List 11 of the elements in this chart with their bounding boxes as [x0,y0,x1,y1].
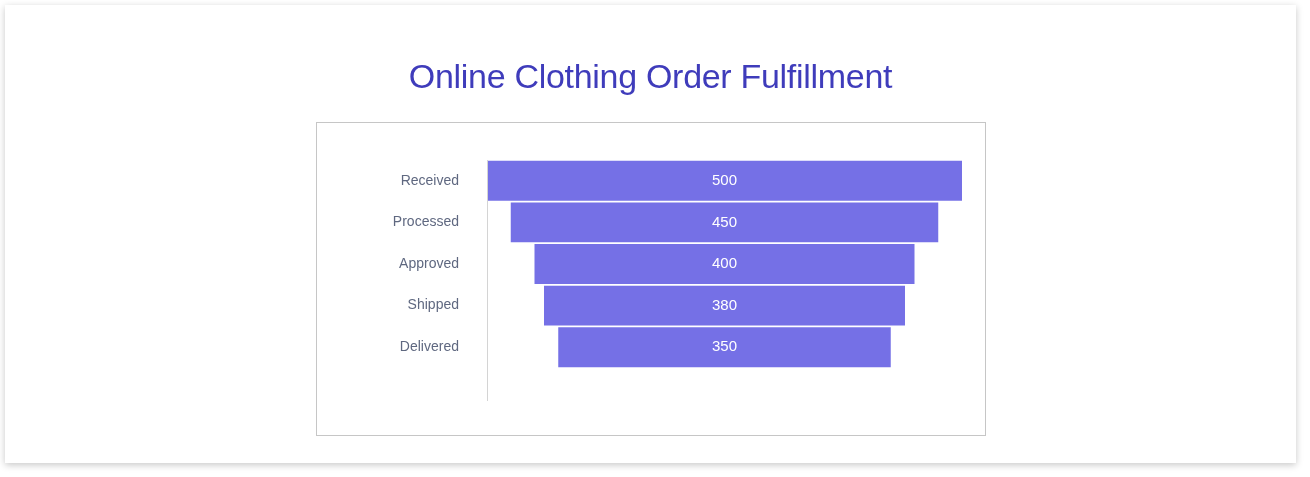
data-label: 380 [711,295,738,313]
category-label: Received [400,171,459,188]
category-label: Processed [392,213,459,230]
data-label: 400 [711,254,738,272]
category-label: Approved [399,254,459,271]
category-label: Delivered [399,338,459,355]
data-label: 350 [711,337,738,355]
data-label: 450 [711,212,738,230]
data-label: 500 [711,170,738,188]
category-label: Shipped [407,296,459,313]
text: Online Clothing Order Fulfillment [407,56,894,97]
